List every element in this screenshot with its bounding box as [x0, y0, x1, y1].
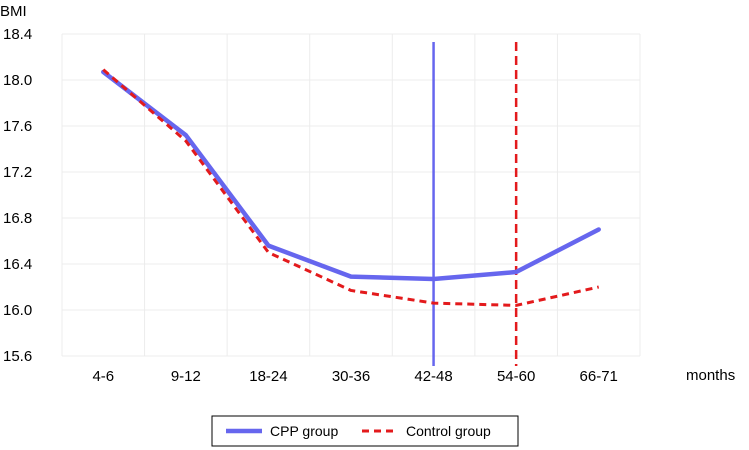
x-tick-label: 42-48 [414, 368, 452, 385]
y-tick-label: 17.6 [3, 118, 32, 135]
y-tick-label: 18.4 [3, 26, 32, 43]
y-tick-label: 18.0 [3, 72, 32, 89]
x-tick-labels: 4-6 9-12 18-24 30-36 42-48 54-60 66-71 [92, 368, 617, 385]
x-tick-label: 18-24 [249, 368, 287, 385]
y-tick-label: 15.6 [3, 348, 32, 365]
gridlines [61, 33, 641, 357]
legend-label-0: CPP group [270, 423, 338, 439]
series-lines [101, 68, 601, 307]
y-tick-label: 17.2 [3, 164, 32, 181]
series-line-1 [102, 68, 600, 307]
y-axis-label: BMI [0, 3, 27, 20]
x-tick-label: 9-12 [171, 368, 201, 385]
x-axis-label: months [686, 367, 735, 384]
x-tick-label: 30-36 [332, 368, 370, 385]
y-tick-label: 16.8 [3, 210, 32, 227]
series-line-0 [101, 69, 601, 282]
y-tick-label: 16.0 [3, 302, 32, 319]
legend: CPP group Control group [211, 415, 519, 447]
x-tick-label: 54-60 [497, 368, 535, 385]
x-tick-label: 4-6 [92, 368, 114, 385]
legend-label-1: Control group [406, 423, 491, 439]
vertical-markers [432, 42, 518, 366]
y-tick-labels: 15.6 16.0 16.4 16.8 17.2 17.6 18.0 18.4 [3, 26, 32, 365]
x-tick-label: 66-71 [580, 368, 618, 385]
y-tick-label: 16.4 [3, 256, 32, 273]
